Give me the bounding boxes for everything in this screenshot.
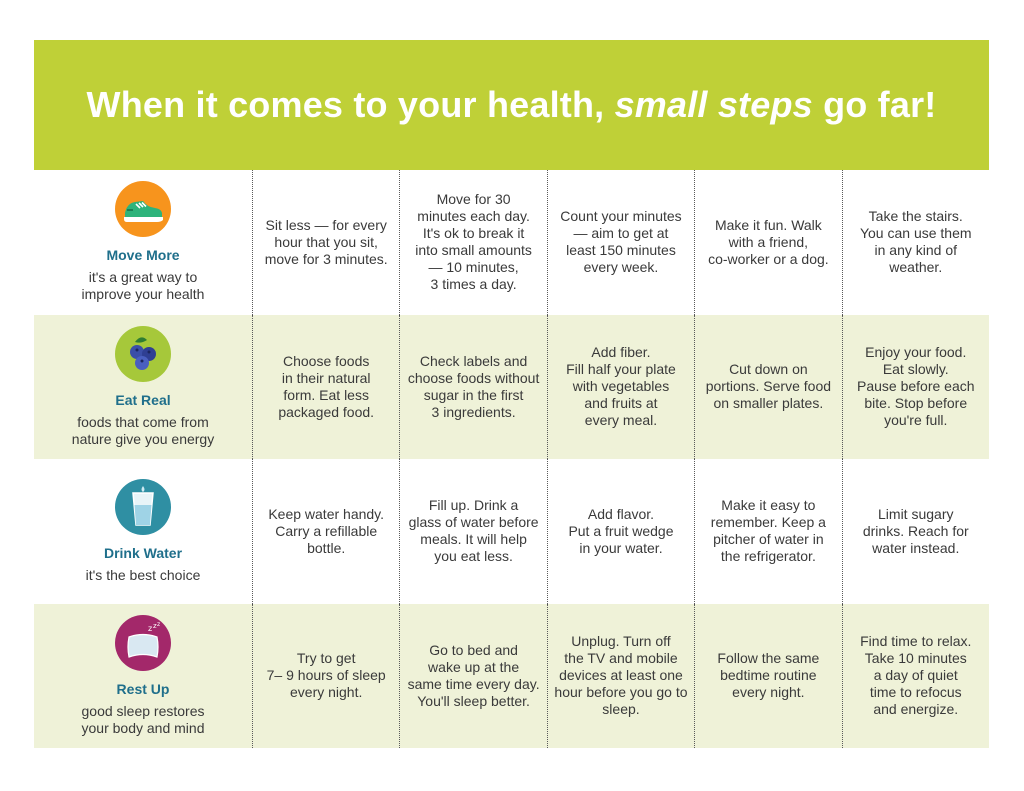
row-move-more: Move More it's a great way to improve yo… (34, 170, 989, 315)
tip-text: Fill up. Drink a glass of water before m… (408, 497, 539, 565)
tip-text: Make it easy to remember. Keep a pitcher… (710, 497, 826, 565)
tip-text: Unplug. Turn off the TV and mobile devic… (554, 633, 688, 718)
tip-cell: Take the stairs. You can use them in any… (841, 170, 989, 315)
tip-cell: Add flavor. Put a fruit wedge in your wa… (546, 459, 694, 604)
category-subtitle: good sleep restores your body and mind (81, 702, 205, 736)
tip-cell: Cut down on portions. Serve food on smal… (694, 314, 841, 459)
tip-cell: Add fiber. Fill half your plate with veg… (546, 314, 694, 459)
tip-cell: Go to bed and wake up at the same time e… (399, 603, 546, 748)
category-subtitle: foods that come from nature give you ene… (71, 413, 215, 447)
tip-text: Go to bed and wake up at the same time e… (407, 641, 540, 709)
category-title: Rest Up (116, 680, 170, 697)
tip-cell: Choose foods in their natural form. Eat … (252, 314, 399, 459)
svg-text:z: z (153, 622, 157, 630)
tip-text: Find time to relax. Take 10 minutes a da… (860, 633, 972, 718)
tip-text: Take the stairs. You can use them in any… (859, 208, 972, 276)
tip-cell: Count your minutes — aim to get at least… (546, 170, 694, 315)
category-subtitle: it's a great way to improve your health (81, 269, 205, 303)
tip-cell: Check labels and choose foods without su… (399, 314, 546, 459)
category-move-more: Move More it's a great way to improve yo… (34, 170, 252, 315)
tip-text: Add flavor. Put a fruit wedge in your wa… (568, 505, 674, 556)
tip-text: Limit sugary drinks. Reach for water ins… (862, 505, 969, 556)
title-emphasis: small steps (614, 84, 813, 125)
title-end: go far! (812, 84, 937, 125)
tip-text: Follow the same bedtime routine every ni… (717, 650, 820, 701)
tip-text: Try to get 7– 9 hours of sleep every nig… (266, 650, 386, 701)
tip-text: Cut down on portions. Serve food on smal… (705, 361, 832, 412)
tip-cell: Limit sugary drinks. Reach for water ins… (841, 459, 989, 604)
category-drink-water: Drink Water it's the best choice (34, 459, 252, 604)
page-title: When it comes to your health, small step… (87, 84, 937, 126)
category-eat-real: Eat Real foods that come from nature giv… (34, 315, 252, 460)
tip-cell: Make it easy to remember. Keep a pitcher… (694, 459, 841, 604)
category-rest-up: z z z Rest Up good sleep restores your b… (34, 604, 252, 749)
sneaker-icon (115, 181, 171, 238)
category-title: Move More (106, 247, 180, 264)
svg-text:z: z (148, 624, 152, 633)
row-drink-water: Drink Water it's the best choice Keep wa… (34, 459, 989, 604)
row-rest-up: z z z Rest Up good sleep restores your b… (34, 603, 989, 749)
tip-cell: Fill up. Drink a glass of water before m… (399, 459, 546, 604)
category-title: Eat Real (115, 391, 171, 408)
tip-text: Check labels and choose foods without su… (407, 352, 540, 420)
tip-text: Sit less — for every hour that you sit, … (264, 216, 388, 267)
tip-cell: Find time to relax. Take 10 minutes a da… (841, 603, 989, 748)
tips-grid: Move More it's a great way to improve yo… (34, 170, 989, 748)
tip-text: Choose foods in their natural form. Eat … (278, 352, 375, 420)
pillow-icon: z z z (115, 614, 171, 671)
tip-cell: Make it fun. Walk with a friend, co-work… (694, 170, 841, 315)
tip-cell: Sit less — for every hour that you sit, … (252, 170, 399, 315)
tip-cell: Try to get 7– 9 hours of sleep every nig… (252, 603, 399, 748)
category-subtitle: it's the best choice (85, 566, 201, 583)
blueberries-icon (115, 325, 171, 382)
tip-cell: Follow the same bedtime routine every ni… (694, 603, 841, 748)
row-eat-real: Eat Real foods that come from nature giv… (34, 314, 989, 460)
tip-text: Add fiber. Fill half your plate with veg… (566, 344, 676, 429)
tip-text: Move for 30 minutes each day. It's ok to… (415, 191, 532, 293)
tip-cell: Move for 30 minutes each day. It's ok to… (399, 170, 546, 315)
tip-cell: Keep water handy. Carry a refillable bot… (252, 459, 399, 604)
tip-cell: Unplug. Turn off the TV and mobile devic… (546, 603, 694, 748)
tip-cell: Enjoy your food. Eat slowly. Pause befor… (841, 314, 989, 459)
title-start: When it comes to your health, (86, 84, 615, 125)
header-banner: When it comes to your health, small step… (34, 40, 989, 170)
tip-text: Enjoy your food. Eat slowly. Pause befor… (856, 344, 975, 429)
category-title: Drink Water (103, 544, 183, 561)
tip-text: Count your minutes — aim to get at least… (560, 208, 682, 276)
tip-text: Keep water handy. Carry a refillable bot… (268, 505, 385, 556)
svg-text:z: z (157, 621, 160, 628)
tip-text: Make it fun. Walk with a friend, co-work… (708, 216, 829, 267)
water-glass-icon (115, 478, 171, 535)
